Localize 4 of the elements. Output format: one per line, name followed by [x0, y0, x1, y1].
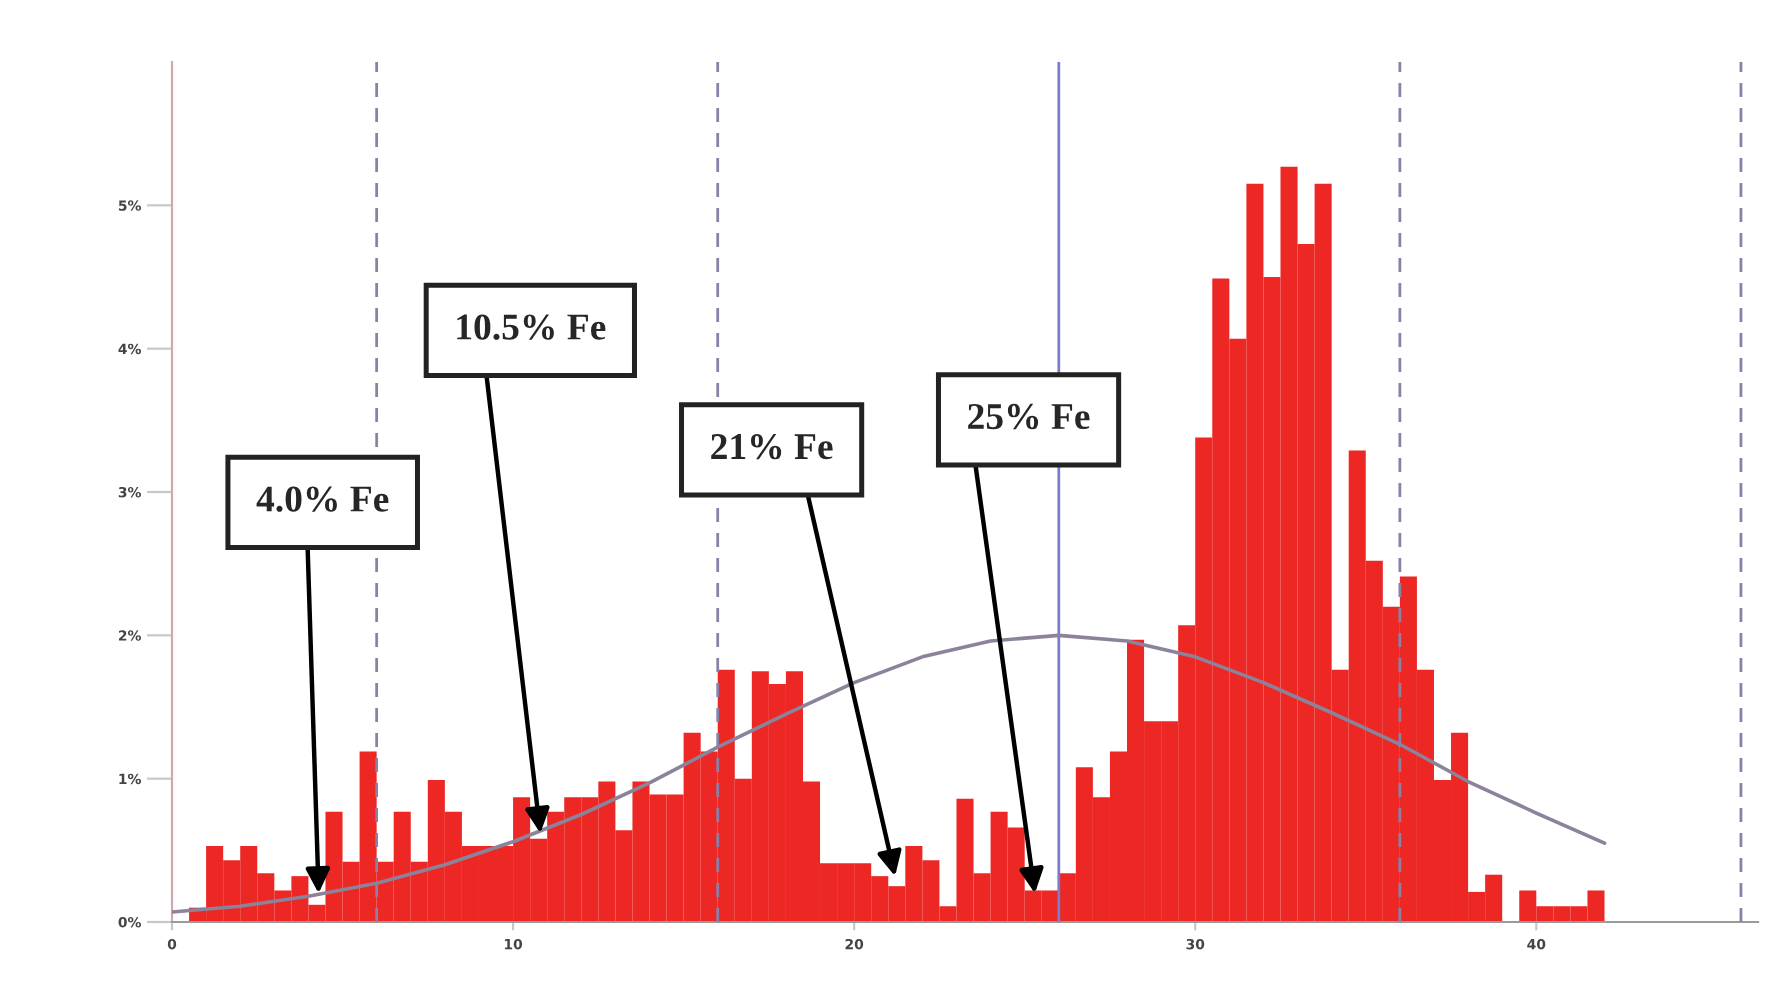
annotation: 10.5% Fe [457, 314, 606, 340]
annotation: 4.0% Fe [256, 486, 389, 512]
annotation: 21% Fe [711, 433, 833, 460]
annotation: 25% Fe [968, 403, 1090, 430]
